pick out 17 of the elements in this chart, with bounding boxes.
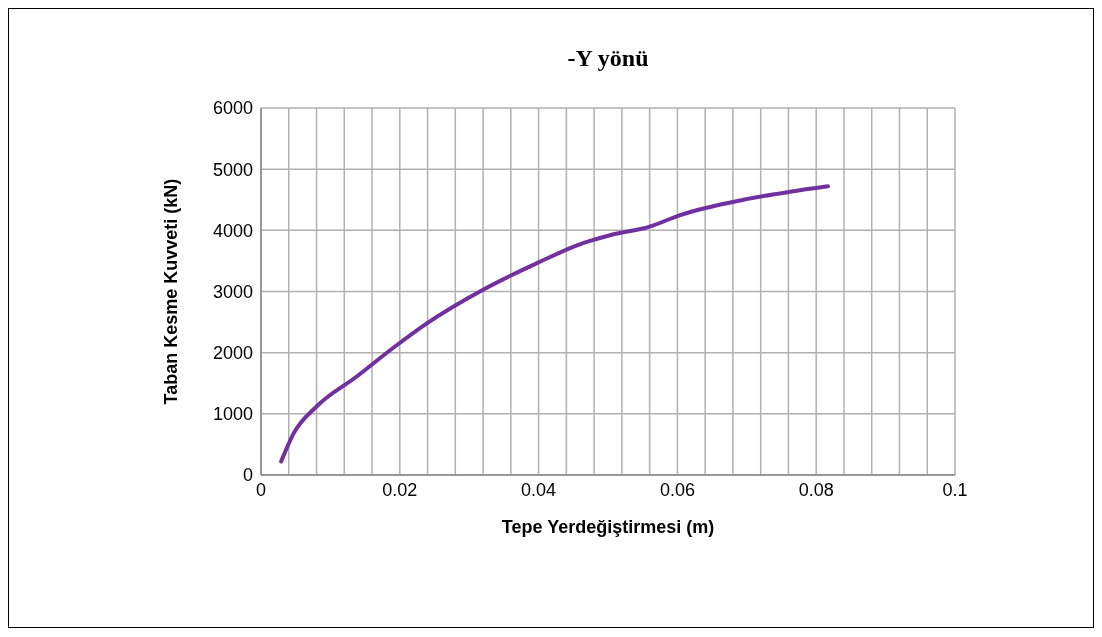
x-tick-label: 0.08 bbox=[798, 479, 834, 500]
y-tick-label: 5000 bbox=[212, 159, 253, 180]
y-tick-label: 0 bbox=[242, 465, 253, 486]
y-tick-label: 4000 bbox=[212, 220, 253, 241]
y-tick-label: 3000 bbox=[212, 281, 253, 302]
y-tick-label: 6000 bbox=[212, 98, 253, 119]
x-tick-label: 0.02 bbox=[382, 479, 418, 500]
x-tick-label: 0.04 bbox=[521, 479, 557, 500]
x-tick-label: 0 bbox=[255, 479, 267, 500]
chart-title: -Y yönü bbox=[566, 45, 650, 72]
x-tick-label: 0.1 bbox=[942, 479, 968, 500]
y-tick-label: 1000 bbox=[212, 404, 253, 425]
y-axis-title: Taban Kesme Kuvveti (kN) bbox=[161, 178, 182, 405]
x-tick-label: 0.06 bbox=[659, 479, 695, 500]
line-series bbox=[279, 184, 830, 464]
y-tick-label: 2000 bbox=[212, 343, 253, 364]
x-axis-title: Tepe Yerdeğiştirmesi (m) bbox=[501, 517, 715, 537]
